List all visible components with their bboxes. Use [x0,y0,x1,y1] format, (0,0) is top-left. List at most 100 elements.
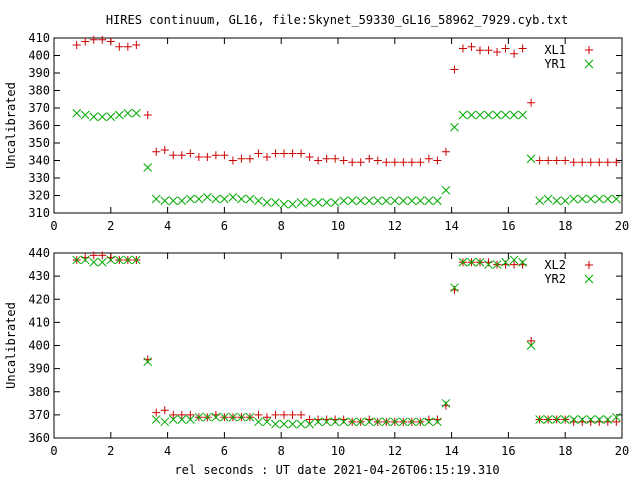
point-YR1-34 [364,196,374,206]
point-YR1-14 [194,194,204,204]
point-YR1-38 [398,196,408,206]
point-XL1-44 [450,65,459,74]
point-YR2-20 [245,412,255,422]
point-YR1-24-shape [279,199,289,209]
chart-title: HIRES continuum, GL16, file:Skynet_59330… [106,13,568,27]
point-XL1-56-shape [552,156,561,165]
x-tick-label-1-10: 20 [615,219,629,233]
point-XL1-17-shape [220,151,229,160]
point-XL1-54-shape [535,156,544,165]
point-YR1-53-shape [526,154,536,164]
point-XL1-13-shape [186,149,195,158]
point-XL2-26 [297,410,306,419]
point-XL1-54 [535,156,544,165]
point-XL2-11-shape [169,410,178,419]
point-YR1-56-shape [552,196,562,206]
point-YR1-15-shape [203,192,212,202]
legend-marker-YR2-shape [584,274,594,284]
point-XL1-40-shape [416,158,425,167]
point-XL1-35-shape [373,156,382,165]
point-XL2-63 [612,417,621,426]
point-XL1-47 [476,46,484,55]
point-YR1-21 [254,196,263,206]
point-XL1-27-shape [305,153,314,161]
point-XL1-19 [237,154,246,163]
y-tick-label-2-0: 360 [28,431,50,445]
point-YR2-16-shape [211,412,221,422]
point-YR1-51 [509,110,519,120]
point-XL1-14 [194,153,203,161]
point-XL1-33-shape [356,158,365,167]
point-YR1-28-shape [313,198,323,207]
point-XL2-22-shape [263,413,271,422]
point-YR2-40 [416,417,425,427]
point-XL2-12-shape [177,410,186,419]
point-YR1-43-shape [441,185,451,195]
point-YR2-0 [72,255,82,265]
point-YR1-8 [143,163,153,172]
point-YR1-42-shape [433,196,442,206]
point-YR2-24 [279,419,289,429]
point-YR1-29 [322,198,331,207]
point-YR2-10 [160,417,170,427]
point-YR1-60 [586,194,596,204]
point-YR2-18-shape [228,412,238,422]
series-XL2 [72,251,621,426]
point-XL1-28-shape [314,156,323,165]
point-XL1-45-shape [458,44,467,53]
point-YR2-32-shape [347,417,357,427]
point-YR1-5-shape [114,110,124,120]
point-XL1-19-shape [237,154,246,163]
point-XL1-27 [305,153,314,161]
point-YR1-40 [416,196,425,206]
point-YR1-31 [339,196,349,206]
x-tick-label-1-4: 8 [278,219,285,233]
x-tick-label-2-0: 0 [50,444,57,458]
point-XL1-44-shape [450,65,459,74]
point-YR1-4-shape [106,112,116,122]
y-tick-label-1-2: 330 [28,171,50,185]
point-XL1-57 [561,156,570,165]
point-XL1-24-shape [280,149,289,158]
point-YR1-22-shape [262,198,272,207]
point-YR1-3 [97,112,107,122]
point-XL2-51 [510,260,519,269]
x-tick-label-1-9: 18 [558,219,572,233]
point-YR2-34-shape [364,417,374,427]
point-YR2-53 [526,341,536,350]
x-tick-label-2-8: 16 [501,444,515,458]
legend-marker-YR1-shape [584,59,594,69]
point-XL1-60-shape [586,158,595,167]
point-YR2-27 [305,419,314,429]
point-YR1-24 [279,199,289,209]
point-YR1-34-shape [364,196,374,206]
point-YR1-27-shape [305,198,314,207]
point-XL1-55 [544,156,553,165]
point-XL2-2-shape [89,251,98,260]
point-YR1-9-shape [151,194,161,204]
point-XL1-25-shape [288,149,297,158]
legend-marker-XL1-shape [585,46,593,54]
point-YR1-4 [106,112,116,122]
point-YR2-12-shape [177,415,187,424]
point-YR2-38-shape [398,417,408,427]
point-XL1-11 [169,151,178,160]
point-XL1-6 [123,42,132,51]
point-XL1-21 [254,149,263,158]
point-YR1-59 [577,194,587,204]
point-YR2-0-shape [72,255,82,265]
y-tick-label-2-5: 410 [28,315,50,329]
point-XL2-23-shape [271,410,280,419]
point-XL1-22 [263,153,271,161]
point-XL1-56 [552,156,561,165]
point-YR2-25-shape [288,419,297,429]
point-YR1-52-shape [518,110,527,120]
point-XL2-2 [89,251,98,260]
point-YR2-45-shape [458,257,468,267]
x-tick-label-1-6: 12 [388,219,402,233]
point-YR2-16 [211,412,221,422]
x-tick-label-2-4: 8 [278,444,285,458]
point-YR2-6 [123,255,133,265]
point-YR2-49-shape [492,260,502,269]
point-YR1-25-shape [288,199,297,209]
